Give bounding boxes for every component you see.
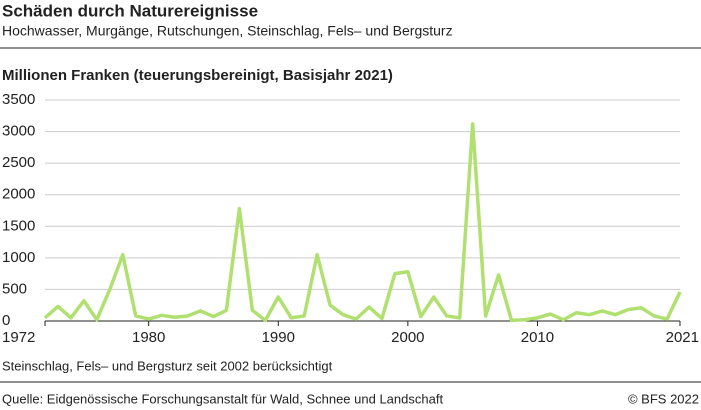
data-line	[43, 122, 682, 323]
y-tick-label: 1500	[2, 217, 35, 234]
x-tick-label: 2010	[521, 329, 554, 346]
x-tick-label: 2000	[391, 329, 424, 346]
x-tick-label: 1980	[132, 329, 165, 346]
chart-subtitle: Hochwasser, Murgänge, Rutschungen, Stein…	[2, 23, 453, 39]
x-tick-label: 1972	[2, 329, 35, 346]
x-tick-label: 1990	[262, 329, 295, 346]
y-axis-label: Millionen Franken (teuerungsbereinigt, B…	[2, 67, 393, 84]
y-tick-label: 2500	[2, 154, 35, 171]
y-tick-label: 0	[2, 312, 10, 329]
y-tick-label: 3500	[2, 91, 35, 108]
y-tick-label: 500	[2, 280, 27, 297]
y-tick-label: 3000	[2, 123, 35, 140]
y-tick-label: 1000	[2, 249, 35, 266]
x-tick-label: 2021	[666, 329, 699, 346]
source: Quelle: Eidgenössische Forschungsanstalt…	[2, 391, 443, 406]
note: Steinschlag, Fels– und Bergsturz seit 20…	[2, 358, 333, 373]
copyright: © BFS 2022	[628, 391, 699, 406]
chart-title: Schäden durch Naturereignisse	[2, 1, 258, 20]
y-tick-label: 2000	[2, 186, 35, 203]
